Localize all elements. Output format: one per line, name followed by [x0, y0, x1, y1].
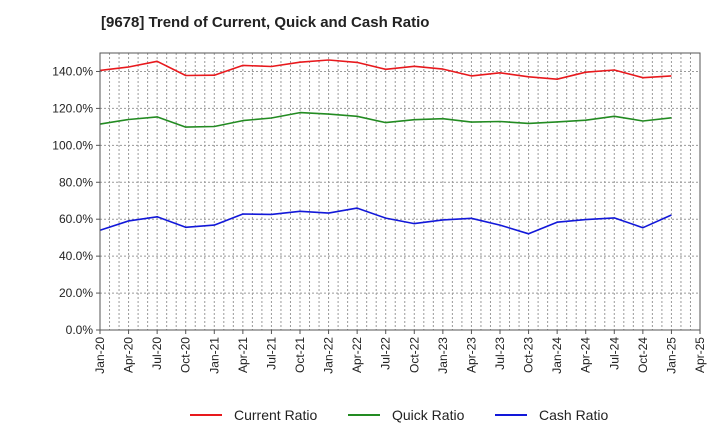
- x-tick-label: Jan-20: [93, 337, 107, 374]
- current-ratio-legend-label: Current Ratio: [234, 407, 317, 423]
- y-tick-label: 100.0%: [52, 138, 93, 152]
- current-ratio-line: [99, 59, 672, 80]
- plot-area-background: [100, 53, 700, 330]
- x-tick-label: Jul-20: [150, 337, 164, 370]
- cash-ratio-legend-label: Cash Ratio: [539, 407, 608, 423]
- x-tick-label: Jan-23: [436, 337, 450, 374]
- x-tick-label: Jul-21: [264, 337, 278, 370]
- x-tick-label: Apr-21: [236, 337, 250, 373]
- x-tick-label: Oct-20: [179, 337, 193, 373]
- cash-ratio-line: [99, 207, 672, 235]
- x-tick-label: Oct-22: [407, 337, 421, 373]
- x-tick-label: Jul-22: [379, 337, 393, 370]
- y-tick-label: 0.0%: [66, 323, 94, 337]
- x-tick-label: Oct-21: [293, 337, 307, 373]
- quick-ratio-line: [99, 111, 672, 128]
- x-tick-label: Jan-22: [322, 337, 336, 374]
- x-tick-label: Apr-20: [122, 337, 136, 373]
- chart-title: [9678] Trend of Current, Quick and Cash …: [101, 14, 430, 31]
- y-tick-label: 120.0%: [52, 101, 93, 115]
- y-tick-label: 60.0%: [59, 212, 93, 226]
- x-tick-label: Jan-24: [550, 337, 564, 374]
- plot-frame: [99, 52, 701, 331]
- y-tick-label: 20.0%: [59, 286, 93, 300]
- x-tick-label: Apr-22: [350, 337, 364, 373]
- x-tick-label: Oct-23: [522, 337, 536, 373]
- quick-ratio-legend-label: Quick Ratio: [392, 407, 465, 423]
- x-tick-label: Apr-25: [693, 337, 707, 373]
- x-tick-label: Jul-23: [493, 337, 507, 370]
- x-tick-label: Jan-25: [664, 337, 678, 374]
- x-tick-label: Jan-21: [207, 337, 221, 374]
- y-tick-label: 80.0%: [59, 175, 93, 189]
- axis-layer: 0.0% 20.0% 40.0% 60.0% 80.0% 100.0% 120.0% 140.…: [52, 64, 707, 373]
- x-tick-label: Oct-24: [636, 337, 650, 373]
- y-tick-label: 140.0%: [52, 64, 93, 78]
- y-tick-label: 40.0%: [59, 249, 93, 263]
- legend: Current Ratio Quick Ratio Cash Ratio: [190, 407, 608, 423]
- x-tick-label: Jul-24: [607, 337, 621, 370]
- x-tick-label: Apr-24: [579, 337, 593, 373]
- series-layer: [99, 59, 672, 235]
- x-tick-label: Apr-23: [464, 337, 478, 373]
